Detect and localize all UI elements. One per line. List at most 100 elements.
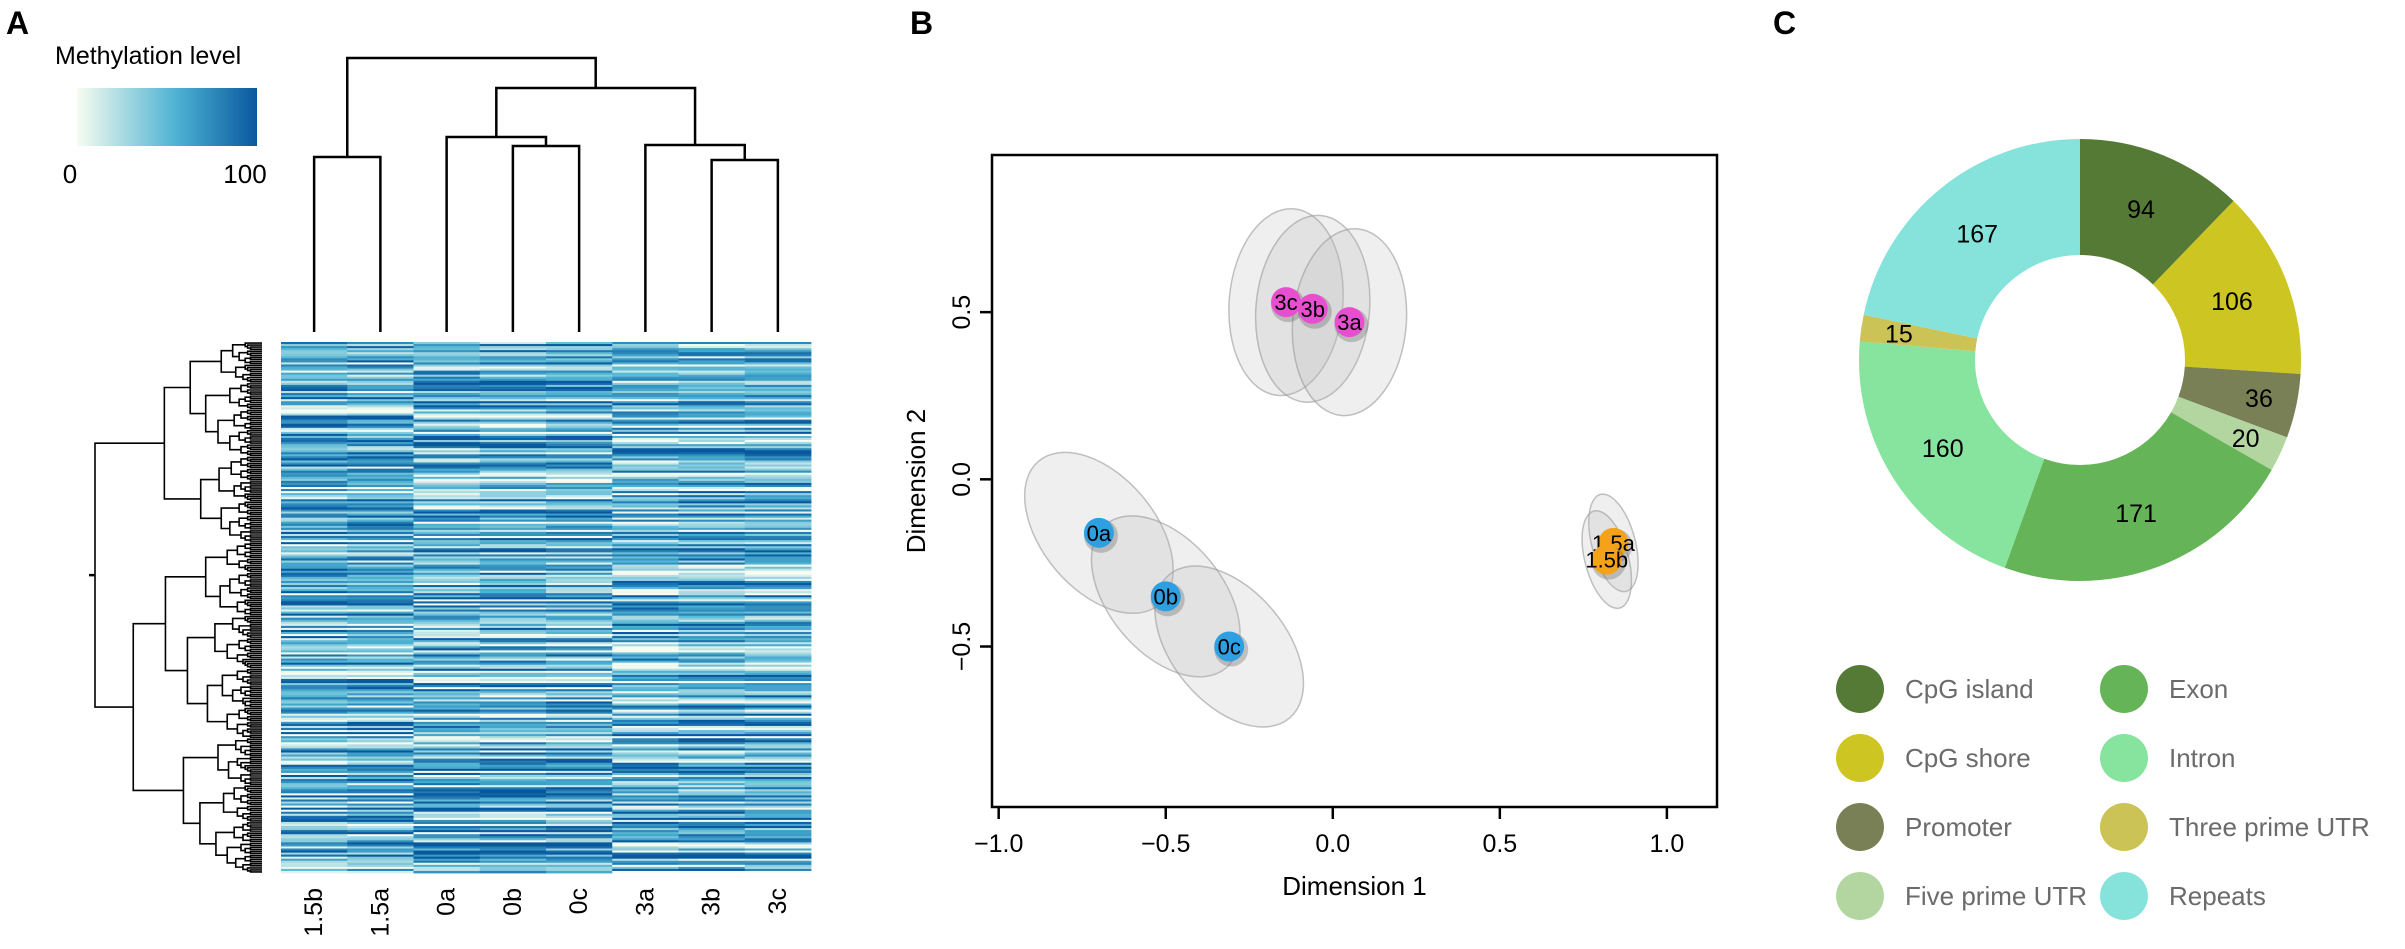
heatmap-cell <box>546 593 613 596</box>
heatmap-cell <box>479 495 547 498</box>
heatmap-cell <box>281 707 348 711</box>
heatmap-cell <box>347 533 414 537</box>
heatmap-cell <box>678 435 746 439</box>
dendrogram-link <box>249 644 262 649</box>
heatmap-cell <box>678 433 746 437</box>
heatmap-cell <box>744 762 812 766</box>
heatmap-cell <box>479 437 547 441</box>
heatmap-cell <box>281 378 348 382</box>
heatmap-cell <box>612 629 679 633</box>
dendrogram-link <box>240 458 248 466</box>
dendrogram-link <box>221 674 238 697</box>
heatmap-cell <box>281 715 348 719</box>
heatmap-cell <box>281 564 348 568</box>
heatmap-cell <box>546 554 613 557</box>
heatmap-cell <box>744 456 812 459</box>
heatmap-cell <box>479 813 547 817</box>
heatmap-cell <box>347 705 414 708</box>
heatmap-cell <box>612 356 679 359</box>
heatmap-cell <box>546 762 613 766</box>
dendrogram-link <box>186 636 215 705</box>
heatmap-cell <box>678 772 746 776</box>
heatmap-cell <box>546 507 613 510</box>
heatmap-cell <box>413 644 481 647</box>
heatmap-cell <box>678 386 746 390</box>
heatmap-cell <box>612 852 679 856</box>
heatmap-cell <box>281 431 348 435</box>
heatmap-cell <box>347 693 414 696</box>
heatmap-cell <box>546 591 613 594</box>
heatmap-cell <box>281 744 348 747</box>
heatmap-cell <box>347 817 414 821</box>
heatmap-cell <box>347 685 414 688</box>
heatmap-cell <box>347 595 414 598</box>
heatmap-cell <box>546 685 613 688</box>
heatmap-cell <box>413 666 481 670</box>
heatmap-cell <box>678 605 746 608</box>
heatmap-cell <box>744 556 812 559</box>
dendrogram-link <box>233 485 246 497</box>
heatmap-cell <box>612 834 679 837</box>
dendrogram-link <box>233 414 246 427</box>
heatmap-cell <box>413 697 481 700</box>
heatmap-cell <box>479 521 547 525</box>
heatmap-cell <box>678 715 746 719</box>
heatmap-cell <box>347 558 414 561</box>
slice-value-label: 15 <box>1885 321 1913 349</box>
heatmap-cell <box>347 834 414 837</box>
dendrogram-link <box>249 378 262 383</box>
heatmap-cell <box>744 525 812 529</box>
heatmap-cell <box>413 587 481 590</box>
heatmap-cell <box>678 591 746 594</box>
heatmap-cell <box>347 519 414 523</box>
heatmap-cell <box>744 415 812 418</box>
heatmap-cell <box>546 370 613 374</box>
heatmap-cell <box>413 658 481 661</box>
heatmap-cell <box>347 756 414 760</box>
heatmap-cell <box>744 685 812 688</box>
heatmap-cell <box>281 476 348 480</box>
heatmap-cell <box>347 846 414 849</box>
heatmap-cell <box>612 811 679 815</box>
heatmap-cell <box>546 650 613 653</box>
heatmap-cell <box>546 768 613 772</box>
x-tick-label: −1.0 <box>974 830 1023 858</box>
heatmap-cell <box>678 636 746 639</box>
heatmap-cell <box>744 566 812 570</box>
heatmap-cell <box>678 378 746 382</box>
heatmap-cell <box>546 658 613 661</box>
heatmap-cell <box>479 384 547 388</box>
heatmap-cell <box>678 360 746 363</box>
heatmap-cell <box>347 691 414 694</box>
heatmap-cell <box>546 472 613 476</box>
heatmap-cell <box>347 597 414 600</box>
heatmap-cell <box>281 540 348 543</box>
heatmap-cell <box>413 437 481 441</box>
heatmap-cell <box>678 362 746 365</box>
heatmap-cell <box>413 554 481 557</box>
heatmap-cell <box>413 470 481 474</box>
heatmap-cell <box>744 554 812 557</box>
heatmap-cell <box>281 652 348 655</box>
heatmap-cell <box>413 623 481 627</box>
heatmap-cell <box>479 476 547 480</box>
heatmap-cell <box>413 766 481 770</box>
heatmap-cell <box>546 666 613 670</box>
heatmap-cell <box>281 525 348 529</box>
dendrogram-link <box>240 384 248 393</box>
heatmap-cell <box>612 819 679 823</box>
heatmap-cell <box>413 813 481 817</box>
dendrogram-link <box>244 522 251 529</box>
heatmap-cell <box>744 813 812 817</box>
heatmap-cell <box>612 713 679 717</box>
heatmap-cell <box>612 515 679 519</box>
heatmap-cell <box>413 797 481 800</box>
heatmap-cell <box>479 701 547 704</box>
heatmap-cell <box>546 503 613 506</box>
heatmap-cell <box>678 585 746 588</box>
heatmap-cell <box>479 634 547 637</box>
dendrogram-link <box>249 611 262 616</box>
heatmap-cell <box>479 344 547 347</box>
heatmap-cell <box>413 656 481 659</box>
heatmap-cell <box>413 376 481 380</box>
